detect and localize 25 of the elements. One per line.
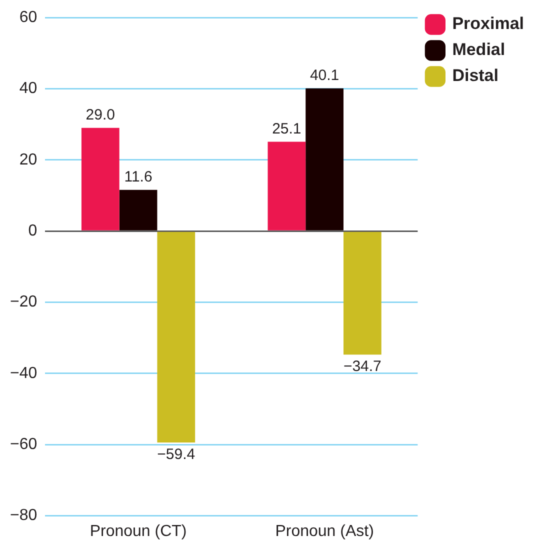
data-label: −34.7 bbox=[343, 358, 382, 376]
data-label: 40.1 bbox=[310, 67, 340, 84]
bar bbox=[306, 88, 344, 230]
y-tick-label: 60 bbox=[19, 9, 38, 26]
y-tick-label: 20 bbox=[19, 151, 38, 168]
x-tick-label: Pronoun (CT) bbox=[90, 522, 187, 540]
data-label: −59.4 bbox=[157, 446, 196, 464]
y-tick-label: −60 bbox=[10, 436, 38, 454]
data-label: 11.6 bbox=[124, 168, 152, 186]
y-tick-label: −20 bbox=[10, 294, 38, 311]
data-label: 29.0 bbox=[86, 106, 116, 124]
y-tick-label: −40 bbox=[10, 364, 38, 382]
y-tick-label: 40 bbox=[19, 80, 38, 98]
legend-label: Distal bbox=[452, 66, 498, 86]
bar bbox=[268, 142, 306, 230]
data-label: 25.1 bbox=[272, 120, 302, 138]
bar bbox=[119, 190, 158, 230]
legend-label: Proximal bbox=[452, 14, 524, 34]
bar bbox=[343, 232, 382, 355]
x-tick-label: Pronoun (Ast) bbox=[275, 522, 374, 540]
y-tick-label: −80 bbox=[10, 507, 38, 524]
bar bbox=[81, 128, 120, 230]
bar bbox=[157, 232, 196, 442]
legend-label: Medial bbox=[452, 40, 506, 60]
y-tick-label: 0 bbox=[28, 222, 38, 240]
